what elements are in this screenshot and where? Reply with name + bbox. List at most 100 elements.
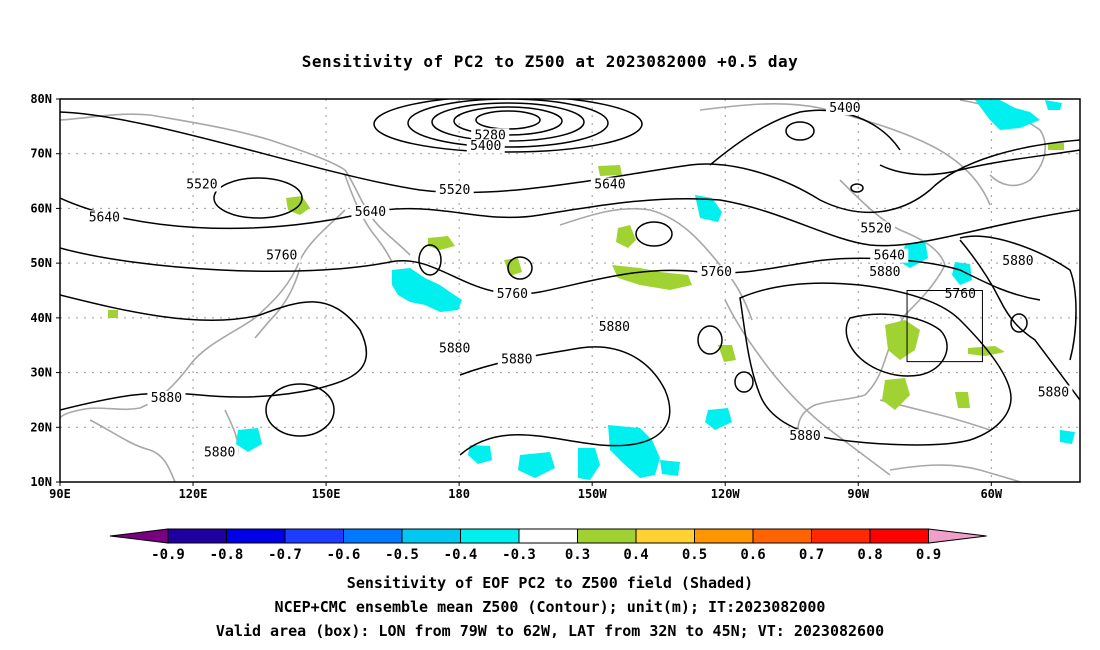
colorbar-swatch — [284, 528, 344, 544]
lat-tick-label: 20N — [30, 420, 52, 434]
shade-negative — [518, 452, 555, 478]
contour-label-bg — [182, 177, 221, 192]
contour-5760-ring — [507, 256, 533, 280]
contour-label-bg — [1034, 385, 1073, 400]
contour-label-text: 5760 — [945, 287, 976, 302]
lat-tick-label: 40N — [30, 311, 52, 325]
contour-5400-ring — [850, 183, 864, 193]
colorbar-swatch — [518, 528, 578, 544]
contour-label-bg — [435, 183, 474, 198]
lat-tick-label: 60N — [30, 201, 52, 215]
shade-negative — [705, 408, 732, 430]
shade-negative — [578, 448, 600, 480]
contour-5880-line — [60, 294, 368, 411]
lon-tick-label: 60W — [980, 487, 1002, 501]
contour-label-bg — [590, 177, 629, 192]
contour-5340-ring — [407, 99, 609, 148]
contour-label-bg — [85, 210, 124, 225]
contour-5640-line — [879, 149, 1080, 176]
lon-tick-label: 150E — [312, 487, 341, 501]
shade-positive — [616, 225, 636, 248]
contour-label-bg — [857, 221, 895, 236]
colorbar-label: 0.5 — [682, 547, 707, 563]
shade-positive — [428, 236, 455, 250]
contour-5880-line — [845, 313, 948, 377]
contour-label: 5880 — [200, 445, 239, 461]
colorbar-label: -0.4 — [444, 547, 478, 563]
lat-axis: 10N 20N 30N 40N 50N 60N 70N 80N — [30, 92, 60, 489]
coast-na-west — [724, 299, 891, 476]
contour-label-bg — [865, 265, 904, 280]
contour-label-text: 5520 — [186, 178, 217, 193]
contour-label-text: 5880 — [599, 320, 630, 335]
contour-label-bg — [870, 248, 909, 263]
contour-label-bg — [493, 286, 532, 301]
lat-tick-label: 30N — [30, 366, 52, 380]
colorbar-swatch — [401, 528, 461, 544]
coastline-layer — [60, 99, 1046, 482]
shade-negative — [1045, 100, 1062, 110]
shade-negative — [608, 425, 660, 478]
contour-5640-ring — [635, 221, 673, 247]
shade-negative — [392, 268, 462, 312]
shade-negative — [975, 100, 1040, 130]
coast-alaska — [559, 207, 753, 321]
contour-label-text: 5880 — [439, 342, 470, 357]
colorbar-swatch — [577, 528, 637, 544]
contour-label: 5880 — [497, 352, 536, 368]
contour-label-text: 5640 — [89, 210, 120, 225]
contour-label-bg — [497, 352, 536, 367]
shade-negative — [468, 445, 492, 464]
caption-line-2: NCEP+CMC ensemble mean Z500 (Contour); u… — [274, 598, 826, 616]
contour-label: 5880 — [998, 254, 1037, 269]
caption-line-3: Valid area (box): LON from 79W to 62W, L… — [215, 622, 885, 640]
lon-axis: 90E 120E 150E 180 150W 120W 90W 60W — [49, 482, 1003, 501]
coast-japan — [254, 267, 301, 339]
contour-label: 5880 — [865, 265, 904, 280]
colorbar-label: 0.7 — [799, 547, 824, 563]
lon-tick-label: 90E — [49, 487, 71, 501]
shade-positive — [718, 345, 736, 362]
coast-na-arctic — [699, 103, 991, 206]
colorbar: -0.9 -0.8 -0.7 -0.6 -0.5 -0.4 -0.3 0.3 0.4 0.5 0.6… — [109, 528, 987, 563]
contour-label-text: 5760 — [497, 287, 528, 302]
contour-label: 5400 — [466, 139, 505, 154]
contour-label-bg — [786, 429, 825, 444]
contour-label-text: 5880 — [151, 391, 182, 406]
colorbar-arrow-high — [928, 528, 987, 544]
contour-label: 5640 — [85, 210, 124, 225]
contour-label: 5880 — [786, 429, 825, 444]
contour-label-text: 5640 — [355, 205, 386, 220]
lon-tick-label: 180 — [448, 487, 470, 501]
shade-negative — [660, 460, 680, 476]
contour-5880-line — [739, 282, 1012, 446]
colorbar-swatch — [752, 528, 812, 544]
shade-negative — [236, 428, 262, 452]
contour-label: 5640 — [590, 177, 629, 193]
shade-positive — [885, 320, 920, 360]
colorbar-label: -0.3 — [502, 547, 536, 563]
colorbar-swatch — [694, 528, 754, 544]
colorbar-swatch — [635, 528, 695, 544]
lon-tick-label: 120W — [711, 487, 741, 501]
colorbar-label: -0.6 — [327, 547, 361, 563]
colorbar-swatch — [460, 528, 520, 544]
map-title: Sensitivity of PC2 to Z500 at 2023082000… — [301, 52, 799, 71]
contour-label-bg — [262, 248, 301, 263]
lat-tick-label: 50N — [30, 256, 52, 270]
contour-label-bg — [697, 265, 736, 280]
contour-label: 5640 — [870, 248, 909, 264]
contour-5400-ring — [373, 99, 643, 153]
contour-label: 5760 — [941, 286, 980, 302]
coast-asia-north — [60, 113, 411, 256]
contour-5880-ring — [697, 325, 723, 355]
contour-5880-line — [959, 239, 1080, 401]
contour-label-bg — [466, 139, 505, 154]
contour-5400-ring — [785, 121, 815, 141]
lat-tick-label: 70N — [30, 147, 52, 161]
lat-tick-label: 10N — [30, 475, 52, 489]
shade-negative — [695, 195, 722, 222]
contour-5520-line — [60, 111, 1080, 214]
contour-label-text: 5520 — [860, 221, 891, 236]
